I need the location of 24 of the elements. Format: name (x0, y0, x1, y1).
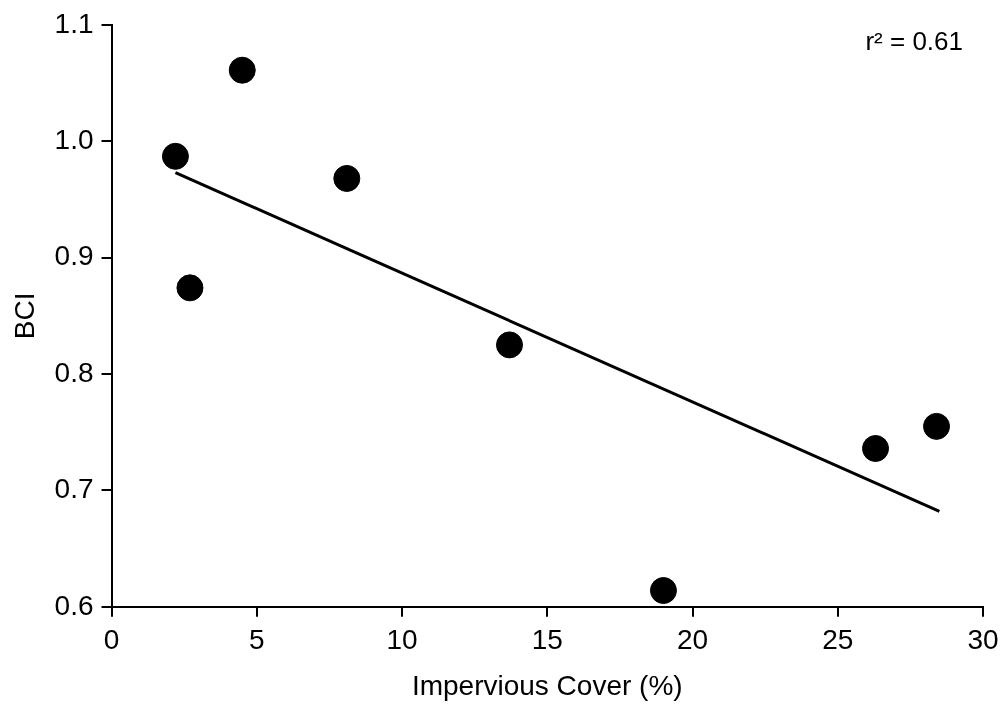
x-tick-label: 20 (676, 624, 709, 656)
point (161, 142, 189, 170)
point (862, 435, 890, 462)
y-tick-label: 0.9 (54, 240, 94, 272)
point (333, 164, 361, 192)
x-tick-label: 0 (103, 624, 120, 656)
point (496, 331, 523, 359)
x-tick-label: 10 (386, 624, 418, 656)
y-tick-label: 0.8 (54, 356, 94, 388)
point (649, 577, 677, 604)
y-axis-title: BCI (8, 292, 40, 340)
annotation: r² = 0.61 (865, 25, 963, 56)
y-tick-label: 0.7 (54, 473, 94, 505)
x-tick-label: 25 (822, 624, 854, 656)
y-tick-label: 1.1 (54, 7, 94, 39)
x-tick-label: 5 (248, 624, 265, 656)
point (923, 412, 951, 440)
point (176, 274, 204, 302)
x-tick-label: 30 (967, 624, 999, 656)
x-tick-label: 15 (531, 624, 563, 656)
point (228, 56, 256, 84)
y-tick-label: 1.0 (54, 123, 94, 155)
x-axis-title: Impervious Cover (%) (411, 669, 683, 701)
y-tick-label: 0.6 (54, 589, 94, 621)
